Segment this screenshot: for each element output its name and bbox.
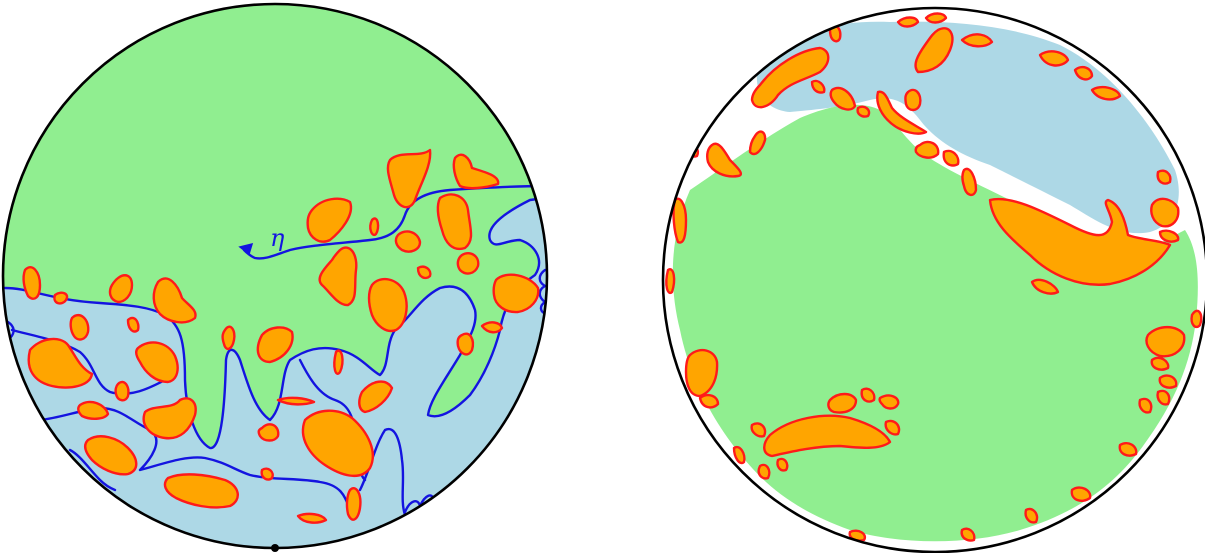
eta-label: η <box>270 224 285 252</box>
left-island <box>27 337 94 389</box>
left-island <box>53 291 69 305</box>
left-island <box>260 467 274 481</box>
right-island <box>960 527 976 542</box>
left-island <box>276 396 316 406</box>
right-disk-boundary <box>661 6 1205 553</box>
right-island <box>1024 507 1039 524</box>
left-blue-wiggle-right <box>538 268 547 316</box>
right-island <box>810 79 826 94</box>
left-island <box>394 230 422 253</box>
left-blue-boundary-4 <box>68 448 117 492</box>
left-island <box>77 400 110 420</box>
left-island <box>345 487 362 521</box>
right-island <box>829 86 857 111</box>
left-island <box>456 332 475 356</box>
left-island <box>480 321 504 334</box>
left-island <box>257 423 280 442</box>
right-island <box>684 348 719 398</box>
right-islands <box>665 12 1203 542</box>
right-island <box>827 392 858 414</box>
left-island <box>301 409 375 478</box>
right-island <box>1073 65 1094 81</box>
eta-curve <box>242 184 547 260</box>
left-island <box>318 246 358 307</box>
left-island <box>296 512 328 524</box>
left-island <box>84 435 138 476</box>
left-island <box>256 326 294 364</box>
left-islands <box>22 148 540 524</box>
left-island <box>306 197 353 243</box>
right-island <box>961 167 978 197</box>
right-island <box>1038 50 1070 67</box>
left-island <box>163 473 239 509</box>
left-island <box>492 273 540 314</box>
right-island <box>757 463 771 480</box>
right-island <box>960 33 994 48</box>
right-island <box>1030 278 1060 295</box>
right-island <box>942 149 960 167</box>
right-island <box>1145 325 1186 358</box>
left-blue-boundary-2 <box>10 328 167 395</box>
right-island <box>776 457 789 472</box>
right-island <box>884 419 901 436</box>
right-island <box>914 27 954 74</box>
left-island <box>416 265 432 280</box>
right-blue-region <box>756 21 1179 234</box>
right-island <box>698 393 720 409</box>
right-island <box>876 90 928 135</box>
left-island <box>221 325 236 351</box>
right-island <box>914 140 940 159</box>
left-island <box>367 277 408 333</box>
left-island <box>456 252 480 275</box>
left-island <box>69 313 90 341</box>
right-island <box>1138 397 1153 414</box>
right-island <box>1190 309 1203 329</box>
right-island <box>878 394 900 410</box>
left-island <box>126 316 140 333</box>
left-island <box>22 265 42 300</box>
left-island <box>142 397 197 440</box>
left-island <box>333 349 344 375</box>
eta-arrowhead <box>238 242 254 256</box>
right-island <box>896 16 920 28</box>
left-island <box>114 380 130 402</box>
left-disk: η <box>1 2 549 552</box>
left-island <box>386 148 432 209</box>
left-island <box>108 274 134 304</box>
right-island <box>1070 486 1092 502</box>
right-island <box>1150 197 1180 228</box>
left-island <box>135 341 179 384</box>
right-island <box>665 268 676 295</box>
right-island <box>706 142 743 178</box>
right-island <box>750 46 830 109</box>
right-island <box>672 197 688 244</box>
right-island <box>1156 169 1172 185</box>
right-island <box>860 387 876 403</box>
right-disk <box>661 6 1205 553</box>
right-island <box>1090 85 1122 101</box>
left-blue-wiggle-left <box>6 320 15 340</box>
left-island <box>358 380 394 414</box>
left-boundary-point <box>271 544 279 552</box>
right-island <box>748 130 767 156</box>
right-island <box>750 422 767 438</box>
left-island <box>452 153 500 190</box>
left-blue-boundary-3 <box>38 406 352 512</box>
left-island <box>152 277 197 324</box>
right-island <box>763 414 892 458</box>
right-island <box>988 197 1172 286</box>
right-island <box>1156 389 1171 406</box>
right-island <box>1150 356 1170 371</box>
right-island <box>848 529 867 542</box>
right-island <box>1158 229 1180 243</box>
left-island <box>436 193 473 251</box>
right-island <box>904 88 922 112</box>
right-island <box>1118 441 1138 457</box>
right-island <box>1158 374 1178 389</box>
left-island <box>369 217 380 237</box>
right-island <box>924 12 948 24</box>
right-island <box>732 445 746 465</box>
right-island <box>856 105 871 118</box>
